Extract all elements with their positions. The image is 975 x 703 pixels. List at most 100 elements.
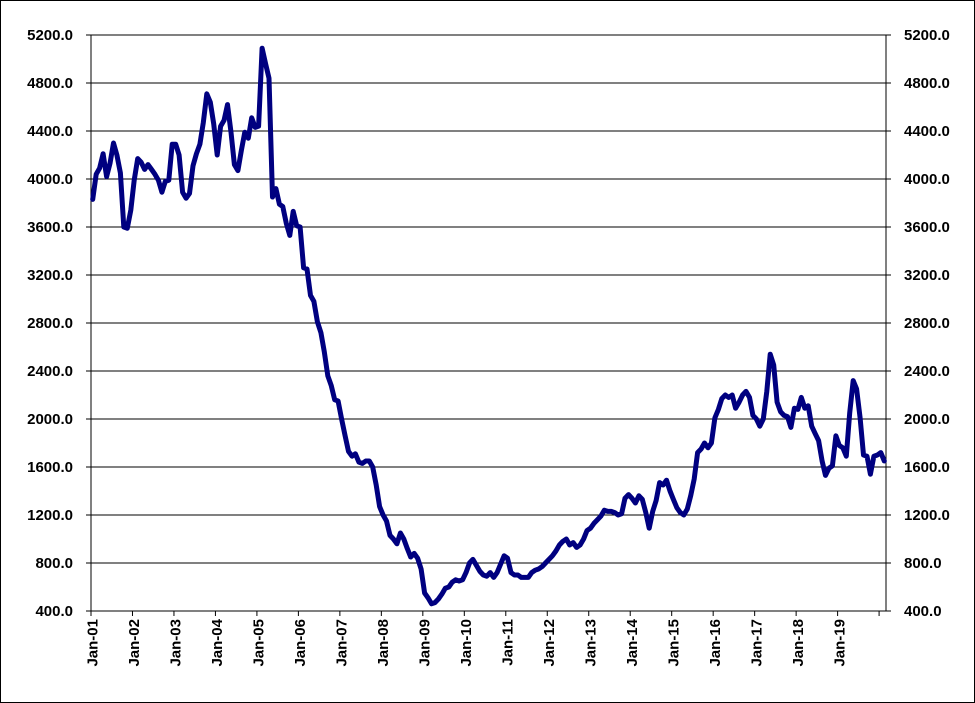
data-point xyxy=(755,418,758,420)
data-point xyxy=(603,509,606,512)
data-point xyxy=(607,510,609,513)
data-point xyxy=(672,498,675,501)
data-point xyxy=(233,163,236,166)
data-point xyxy=(130,209,132,211)
data-point xyxy=(703,442,706,444)
data-point xyxy=(707,447,709,449)
data-point xyxy=(662,484,664,486)
data-point xyxy=(620,513,623,515)
data-point xyxy=(406,547,409,550)
data-point xyxy=(416,557,419,559)
data-point xyxy=(790,426,792,429)
data-point xyxy=(582,538,585,540)
data-point xyxy=(624,497,626,500)
data-point xyxy=(244,131,246,133)
data-point xyxy=(389,534,391,537)
data-point xyxy=(769,353,771,356)
data-point xyxy=(399,532,402,534)
data-point xyxy=(209,101,212,103)
data-point xyxy=(810,425,813,428)
data-point xyxy=(365,460,367,462)
data-point xyxy=(278,203,281,205)
data-point xyxy=(752,414,754,417)
data-point xyxy=(309,294,312,297)
data-point xyxy=(520,576,523,579)
y-tick-label-right: 3600.0 xyxy=(904,219,950,236)
data-point xyxy=(655,499,657,502)
data-point xyxy=(133,179,135,181)
data-point xyxy=(185,197,187,199)
data-point xyxy=(354,453,357,455)
y-tick-label-right: 2800.0 xyxy=(904,315,950,332)
data-point xyxy=(613,511,616,514)
data-point xyxy=(427,597,429,599)
data-point xyxy=(804,407,806,410)
data-point xyxy=(337,400,339,402)
data-point xyxy=(178,154,180,156)
data-point xyxy=(772,364,775,366)
y-tick-label-right: 2000.0 xyxy=(904,411,950,428)
x-tick-label: Jan-19 xyxy=(831,619,848,667)
data-point xyxy=(195,153,198,155)
data-point xyxy=(430,603,433,605)
data-point xyxy=(596,519,599,521)
data-point xyxy=(226,103,229,106)
data-point xyxy=(392,538,395,540)
y-tick-label-left: 2000.0 xyxy=(27,411,73,428)
data-point xyxy=(150,168,153,171)
x-tick-label: Jan-02 xyxy=(126,619,143,667)
data-point xyxy=(876,454,879,456)
data-point xyxy=(454,579,457,581)
data-point xyxy=(762,418,765,420)
data-point xyxy=(496,571,498,574)
data-point xyxy=(219,125,222,127)
data-point xyxy=(855,388,858,390)
data-point xyxy=(313,300,315,303)
data-point xyxy=(275,187,277,190)
data-point xyxy=(817,439,820,442)
data-point xyxy=(575,546,578,549)
data-point xyxy=(385,520,388,522)
data-point xyxy=(683,514,685,516)
data-point xyxy=(831,465,834,467)
data-point xyxy=(651,510,654,513)
x-tick-label: Jan-04 xyxy=(209,618,226,666)
data-point xyxy=(631,497,633,500)
data-point xyxy=(116,154,118,156)
data-point xyxy=(665,479,668,482)
data-point xyxy=(593,522,595,525)
data-point xyxy=(302,267,305,269)
data-point xyxy=(710,442,713,444)
data-point xyxy=(562,540,564,543)
data-point xyxy=(645,511,647,514)
data-point xyxy=(748,396,751,399)
series-line xyxy=(90,45,887,607)
data-point xyxy=(835,435,837,437)
data-point xyxy=(285,222,288,225)
data-point xyxy=(247,137,250,139)
data-point xyxy=(738,401,740,404)
data-point xyxy=(254,126,256,129)
data-point xyxy=(537,568,540,570)
data-point xyxy=(237,169,239,172)
data-point xyxy=(873,455,875,458)
data-point xyxy=(721,397,723,400)
data-point xyxy=(327,375,329,377)
data-point xyxy=(506,557,509,559)
data-point xyxy=(475,564,478,567)
data-point xyxy=(375,484,378,486)
x-tick-label: Jan-09 xyxy=(417,619,434,667)
data-point xyxy=(295,225,298,227)
data-point xyxy=(423,592,426,594)
data-point xyxy=(188,192,191,195)
data-point xyxy=(351,455,353,458)
data-point xyxy=(700,448,702,450)
y-tick-label-left: 2800.0 xyxy=(27,315,73,332)
x-tick-label: Jan-13 xyxy=(582,619,599,667)
data-point xyxy=(859,417,861,419)
data-point xyxy=(513,574,516,576)
x-axis: Jan-01 Jan-02 Jan-03 Jan-04 Jan-05 Jan-06 Jan-… xyxy=(85,611,880,667)
data-point xyxy=(382,514,384,516)
data-point xyxy=(268,77,270,79)
